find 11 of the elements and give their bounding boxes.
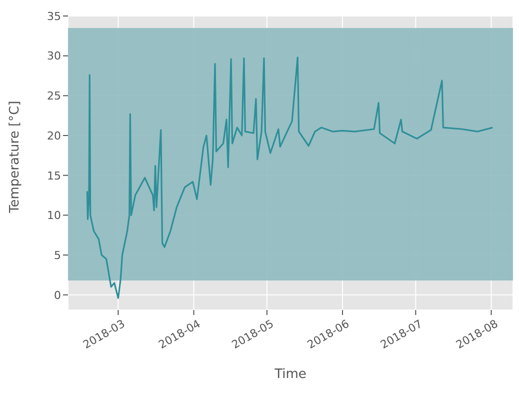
y-axis-title: Temperature [°C] <box>8 100 23 214</box>
y-tick-label: 15 <box>47 169 61 182</box>
y-tick-label: 0 <box>54 288 61 302</box>
y-tick-label: 20 <box>47 129 61 142</box>
y-tick-label: 25 <box>47 90 61 103</box>
line-series <box>86 56 494 299</box>
y-tick-label: 30 <box>47 50 61 63</box>
y-tick-label: 35 <box>47 10 61 23</box>
x-axis-title: Time <box>274 367 306 382</box>
y-tick-label: 10 <box>47 209 61 222</box>
y-tick-label: 5 <box>54 248 61 262</box>
